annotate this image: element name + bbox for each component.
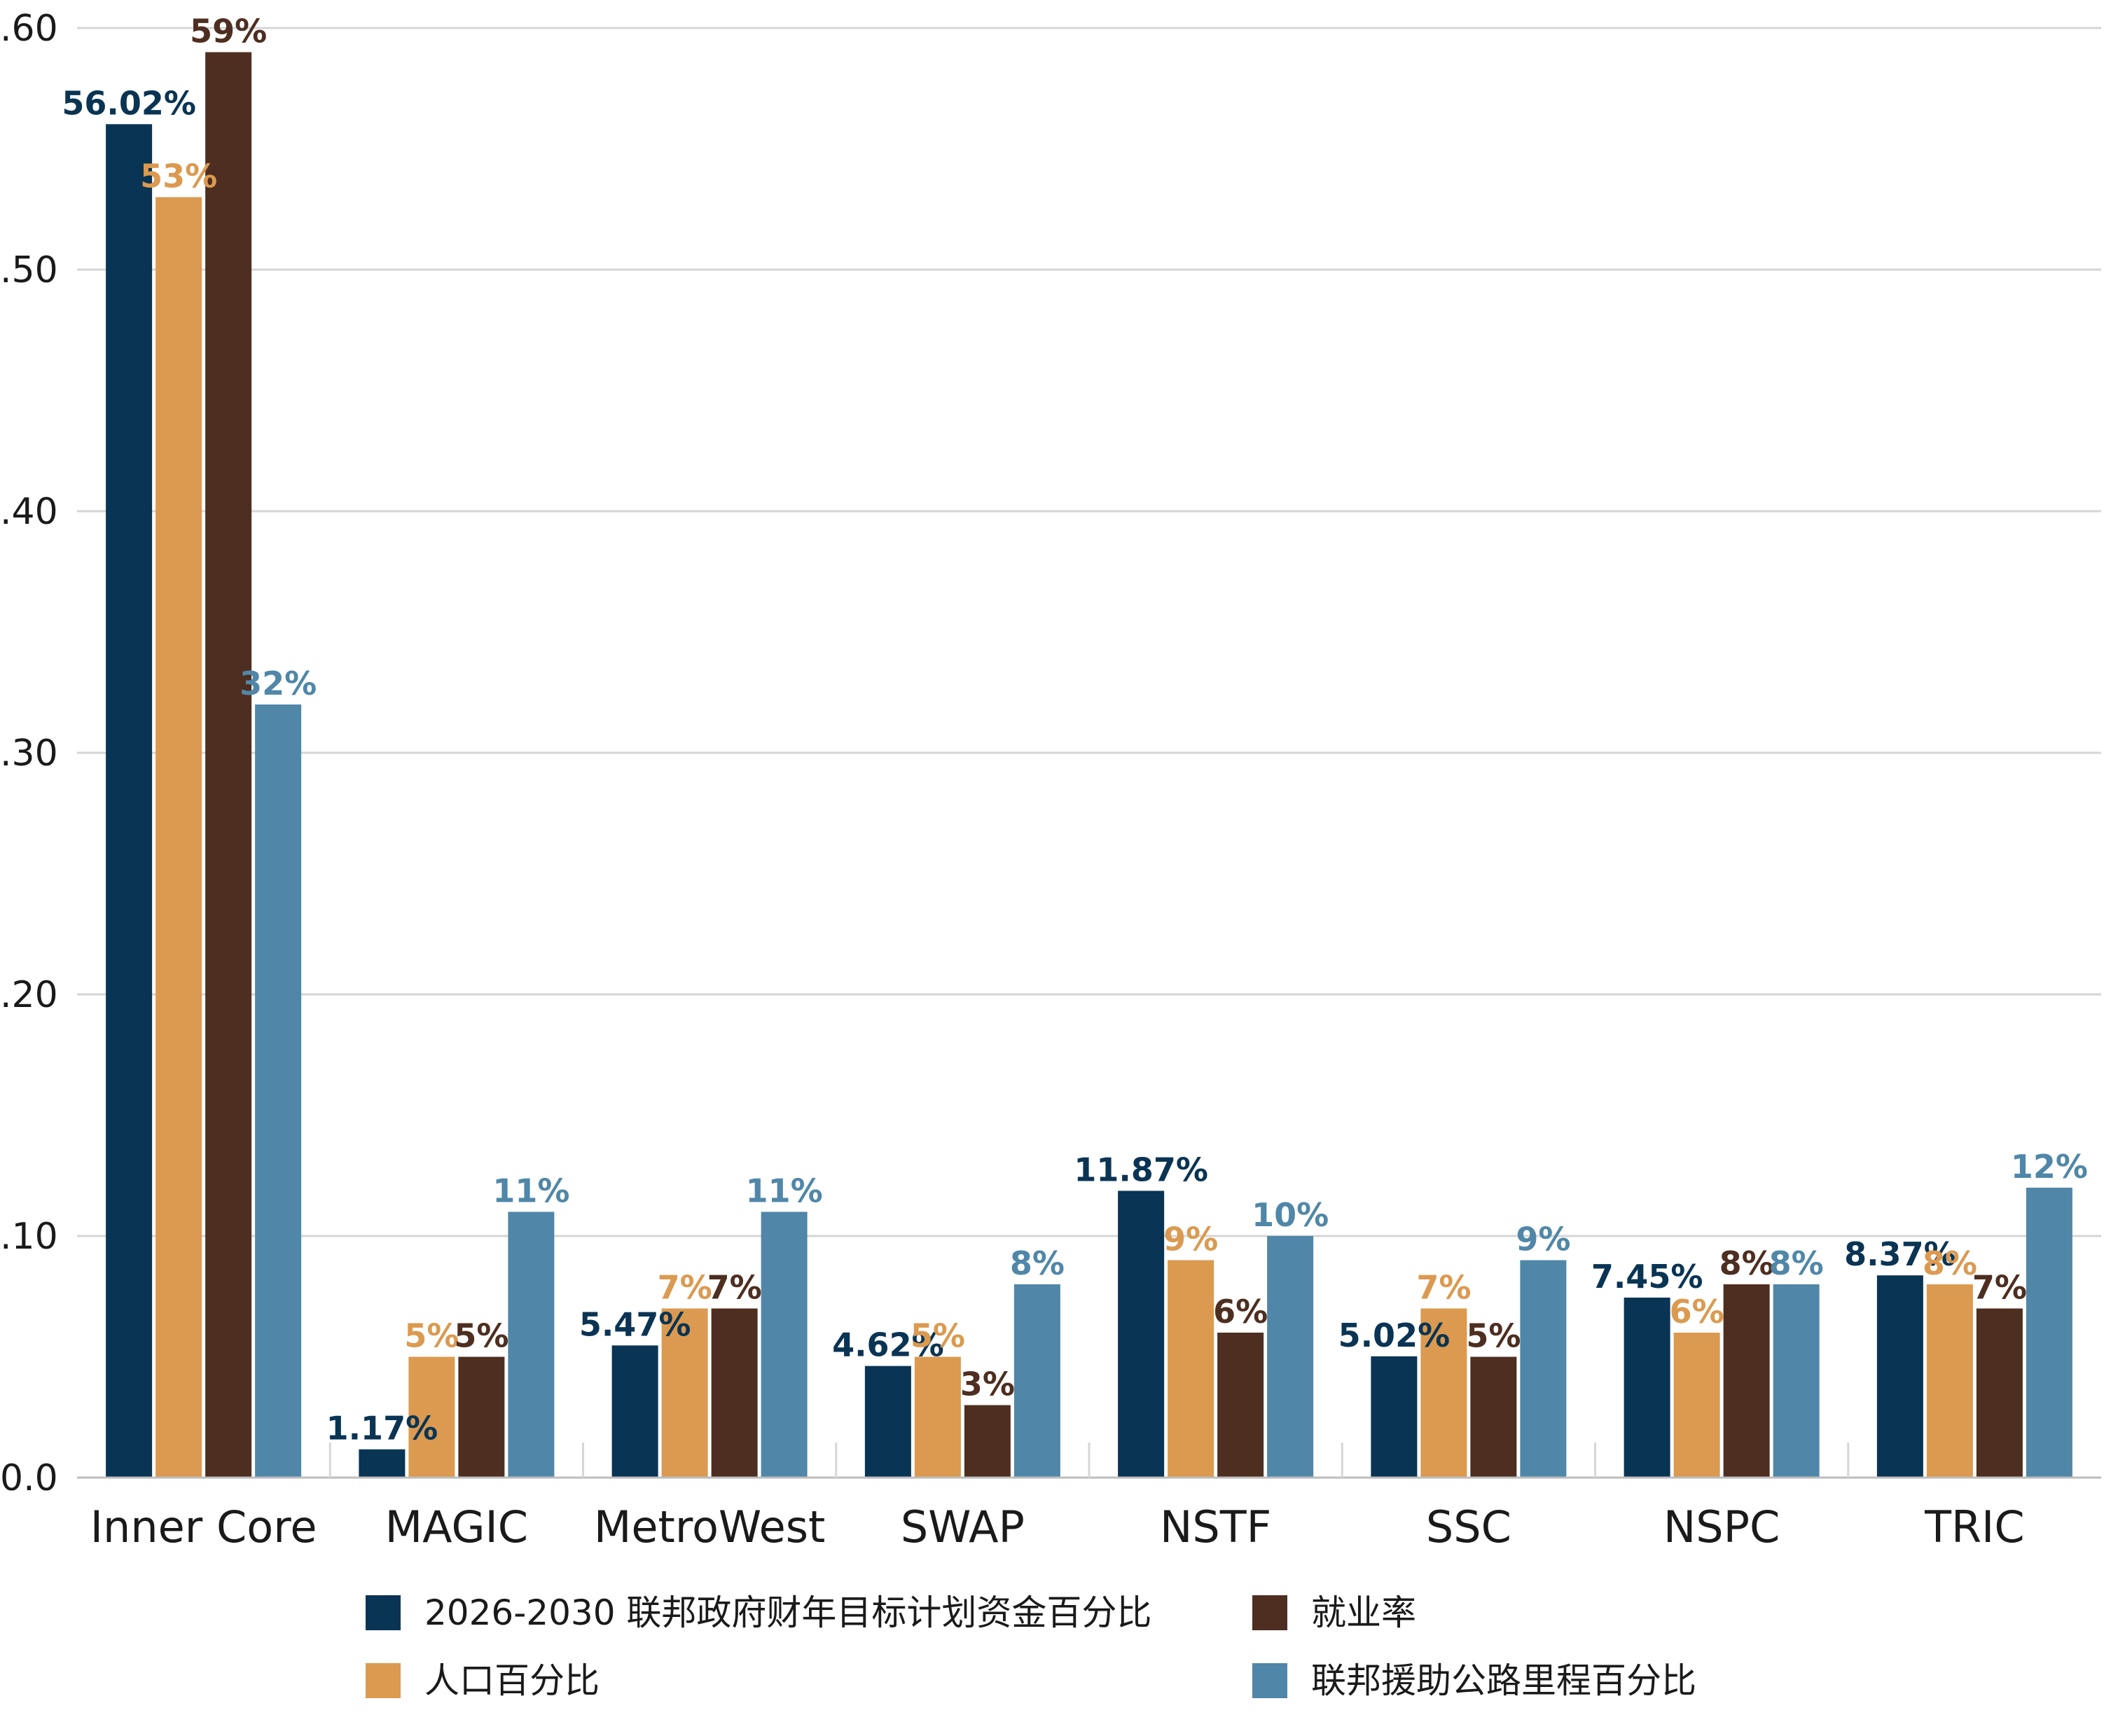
data-label: 5.02% (1338, 1317, 1451, 1354)
data-label: 59% (190, 13, 267, 50)
data-label: 6% (1213, 1293, 1268, 1331)
legend-swatch (366, 1595, 401, 1630)
bar (1267, 1236, 1314, 1478)
legend-swatch (1252, 1595, 1287, 1630)
x-tick-label: MetroWest (594, 1501, 825, 1553)
data-label: 6% (1670, 1293, 1724, 1331)
bar (255, 704, 302, 1478)
bar (1624, 1297, 1670, 1478)
bar (1773, 1284, 1820, 1478)
bar (1168, 1260, 1214, 1478)
bar (458, 1356, 505, 1478)
legend-swatch (366, 1663, 401, 1698)
data-label: 8% (1719, 1244, 1774, 1282)
legend-label: 2026-2030 联邦政府财年目标计划资金百分比 (424, 1592, 1151, 1633)
data-label: 8.37% (1844, 1235, 1956, 1273)
y-tick-label: .50 (0, 249, 58, 291)
data-label: 9% (1516, 1221, 1570, 1258)
bar (1976, 1308, 2023, 1478)
x-tick-label: NSTF (1160, 1501, 1271, 1553)
data-label: 8% (1010, 1244, 1065, 1282)
data-label: 56.02% (62, 84, 196, 122)
legend-label: 联邦援助公路里程百分比 (1311, 1660, 1696, 1701)
data-label: 5% (911, 1317, 965, 1355)
data-label: 7% (658, 1269, 712, 1307)
y-tick-label: .20 (0, 974, 58, 1016)
bar (964, 1405, 1011, 1478)
data-label: 10% (1252, 1196, 1329, 1234)
bar (1371, 1356, 1418, 1478)
bar (508, 1211, 555, 1478)
gridlines (77, 27, 2101, 1237)
y-axis-ticks: .60 .50 .40 .30 .20 .10 0.0 (0, 8, 58, 1499)
bar (205, 52, 252, 1478)
bar (864, 1366, 911, 1478)
bars (106, 52, 2072, 1478)
bar (106, 124, 153, 1478)
data-label: 1.17% (326, 1410, 438, 1447)
x-tick-label: TRIC (1924, 1501, 2025, 1553)
y-tick-label: .10 (0, 1216, 58, 1258)
bar (2026, 1188, 2072, 1478)
bar (1673, 1333, 1720, 1478)
bar (1013, 1284, 1060, 1478)
bar (1217, 1333, 1264, 1478)
bar (1470, 1356, 1517, 1478)
data-label: 8% (1923, 1244, 1977, 1282)
x-tick-label: MAGIC (385, 1501, 528, 1553)
data-label: 11% (492, 1172, 569, 1210)
x-tick-label: Inner Core (90, 1501, 317, 1553)
data-label: 4.62% (832, 1326, 944, 1364)
bar (661, 1308, 708, 1478)
bar (1723, 1284, 1770, 1478)
data-label: 11.87% (1074, 1151, 1208, 1188)
bar (155, 197, 202, 1478)
y-tick-label: .40 (0, 491, 58, 533)
data-label: 7% (707, 1269, 762, 1307)
data-label: 32% (240, 665, 317, 702)
x-axis (77, 1443, 2101, 1479)
x-tick-label: NSPC (1663, 1501, 1780, 1553)
data-label: 5% (1466, 1317, 1521, 1355)
x-tick-label: SWAP (901, 1501, 1025, 1553)
data-label: 7% (1972, 1269, 2027, 1307)
data-label: 3% (960, 1366, 1015, 1403)
data-labels: 56.02%53%59%32%1.17%5%5%11%5.47%7%7%11%4… (62, 13, 2088, 1447)
data-label: 11% (746, 1172, 823, 1210)
x-axis-ticks: Inner Core MAGIC MetroWest SWAP NSTF SSC NSPC T… (90, 1501, 2025, 1553)
y-tick-label: .60 (0, 8, 58, 50)
data-label: 9% (1163, 1221, 1218, 1258)
bar (1876, 1275, 1923, 1478)
bar (711, 1308, 758, 1478)
bar (1118, 1190, 1165, 1478)
bar (761, 1211, 808, 1478)
data-label: 5.47% (579, 1305, 691, 1343)
data-label: 7.45% (1591, 1258, 1703, 1296)
data-label: 5% (404, 1317, 459, 1355)
bar (408, 1356, 455, 1478)
data-label: 53% (140, 158, 217, 195)
bar (1520, 1260, 1567, 1478)
bar (1926, 1284, 1973, 1478)
data-label: 8% (1769, 1244, 1824, 1282)
data-label: 12% (2011, 1148, 2088, 1186)
bar (1420, 1308, 1467, 1478)
legend-label: 人口百分比 (424, 1660, 600, 1701)
legend-label: 就业率 (1311, 1592, 1416, 1633)
y-tick-label: 0.0 (0, 1457, 58, 1499)
bar (914, 1356, 961, 1478)
data-label: 7% (1416, 1269, 1471, 1307)
legend-swatch (1252, 1663, 1287, 1698)
y-tick-label: .30 (0, 732, 58, 775)
data-label: 5% (454, 1317, 508, 1355)
bar (359, 1449, 406, 1478)
x-tick-label: SSC (1426, 1501, 1511, 1553)
bar (611, 1345, 658, 1478)
